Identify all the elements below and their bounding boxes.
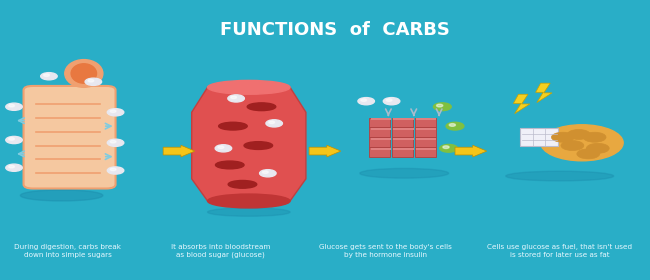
Circle shape [41, 73, 57, 80]
Circle shape [577, 149, 600, 159]
Polygon shape [536, 83, 552, 102]
Text: Glucose gets sent to the body's cells
by the hormone insulin: Glucose gets sent to the body's cells by… [318, 244, 452, 258]
Circle shape [358, 98, 374, 105]
FancyBboxPatch shape [369, 148, 391, 157]
FancyBboxPatch shape [370, 138, 391, 140]
Circle shape [583, 132, 606, 142]
Circle shape [263, 171, 268, 173]
Circle shape [85, 78, 101, 85]
Text: During digestion, carbs break
down into simple sugars: During digestion, carbs break down into … [14, 244, 122, 258]
Circle shape [269, 121, 274, 123]
Circle shape [586, 143, 609, 153]
Circle shape [6, 136, 22, 144]
Circle shape [541, 125, 623, 161]
Ellipse shape [207, 208, 290, 216]
Circle shape [259, 170, 276, 177]
FancyBboxPatch shape [416, 148, 436, 150]
Polygon shape [192, 87, 306, 201]
Text: It absorbs into bloodstream
as blood sugar (glucose): It absorbs into bloodstream as blood sug… [170, 244, 270, 258]
Circle shape [215, 145, 231, 152]
Ellipse shape [506, 171, 614, 181]
Text: FUNCTIONS  of  CARBS: FUNCTIONS of CARBS [220, 21, 449, 39]
Circle shape [231, 96, 237, 99]
Ellipse shape [218, 122, 247, 130]
FancyBboxPatch shape [416, 118, 436, 120]
Ellipse shape [244, 142, 272, 150]
Ellipse shape [216, 161, 244, 169]
FancyBboxPatch shape [369, 118, 391, 127]
FancyBboxPatch shape [392, 118, 413, 127]
Circle shape [567, 129, 590, 139]
FancyBboxPatch shape [416, 128, 436, 130]
Circle shape [107, 139, 124, 146]
FancyBboxPatch shape [415, 137, 436, 147]
Circle shape [228, 95, 244, 102]
Ellipse shape [207, 194, 290, 208]
FancyBboxPatch shape [416, 138, 436, 140]
Circle shape [107, 109, 124, 116]
FancyBboxPatch shape [392, 127, 413, 137]
Circle shape [6, 103, 22, 110]
FancyBboxPatch shape [415, 148, 436, 157]
Ellipse shape [20, 190, 103, 201]
Circle shape [443, 146, 449, 148]
FancyBboxPatch shape [393, 148, 413, 150]
Ellipse shape [65, 60, 103, 87]
Circle shape [8, 104, 14, 107]
Circle shape [440, 144, 458, 152]
Circle shape [8, 138, 14, 140]
FancyBboxPatch shape [415, 127, 436, 137]
Circle shape [434, 103, 451, 111]
FancyBboxPatch shape [521, 128, 558, 146]
Circle shape [107, 167, 124, 174]
Circle shape [111, 168, 116, 171]
FancyBboxPatch shape [392, 137, 413, 147]
Circle shape [44, 74, 49, 76]
Circle shape [8, 165, 14, 168]
Circle shape [88, 80, 94, 82]
Circle shape [218, 146, 224, 148]
Circle shape [386, 99, 392, 101]
Circle shape [384, 98, 400, 105]
Ellipse shape [247, 103, 276, 111]
Circle shape [446, 122, 464, 130]
Circle shape [551, 132, 575, 142]
Circle shape [561, 141, 584, 151]
Circle shape [111, 141, 116, 143]
FancyBboxPatch shape [393, 128, 413, 130]
FancyBboxPatch shape [369, 137, 391, 147]
FancyBboxPatch shape [392, 148, 413, 157]
FancyArrow shape [455, 145, 487, 157]
Ellipse shape [360, 168, 448, 178]
FancyArrow shape [163, 145, 195, 157]
Circle shape [266, 120, 283, 127]
Circle shape [111, 110, 116, 113]
Ellipse shape [228, 181, 257, 188]
Polygon shape [514, 94, 530, 114]
Circle shape [361, 99, 367, 101]
Circle shape [437, 104, 443, 107]
FancyBboxPatch shape [370, 128, 391, 130]
Circle shape [449, 123, 456, 126]
FancyBboxPatch shape [415, 118, 436, 127]
FancyArrow shape [309, 145, 341, 157]
FancyBboxPatch shape [393, 118, 413, 120]
Ellipse shape [207, 80, 290, 94]
FancyBboxPatch shape [23, 86, 116, 188]
Text: Cells use glucose as fuel, that isn't used
is stored for later use as fat: Cells use glucose as fuel, that isn't us… [487, 244, 632, 258]
Ellipse shape [71, 64, 96, 83]
FancyBboxPatch shape [369, 127, 391, 137]
FancyBboxPatch shape [370, 118, 391, 120]
FancyBboxPatch shape [370, 148, 391, 150]
FancyBboxPatch shape [393, 138, 413, 140]
Circle shape [6, 164, 22, 171]
